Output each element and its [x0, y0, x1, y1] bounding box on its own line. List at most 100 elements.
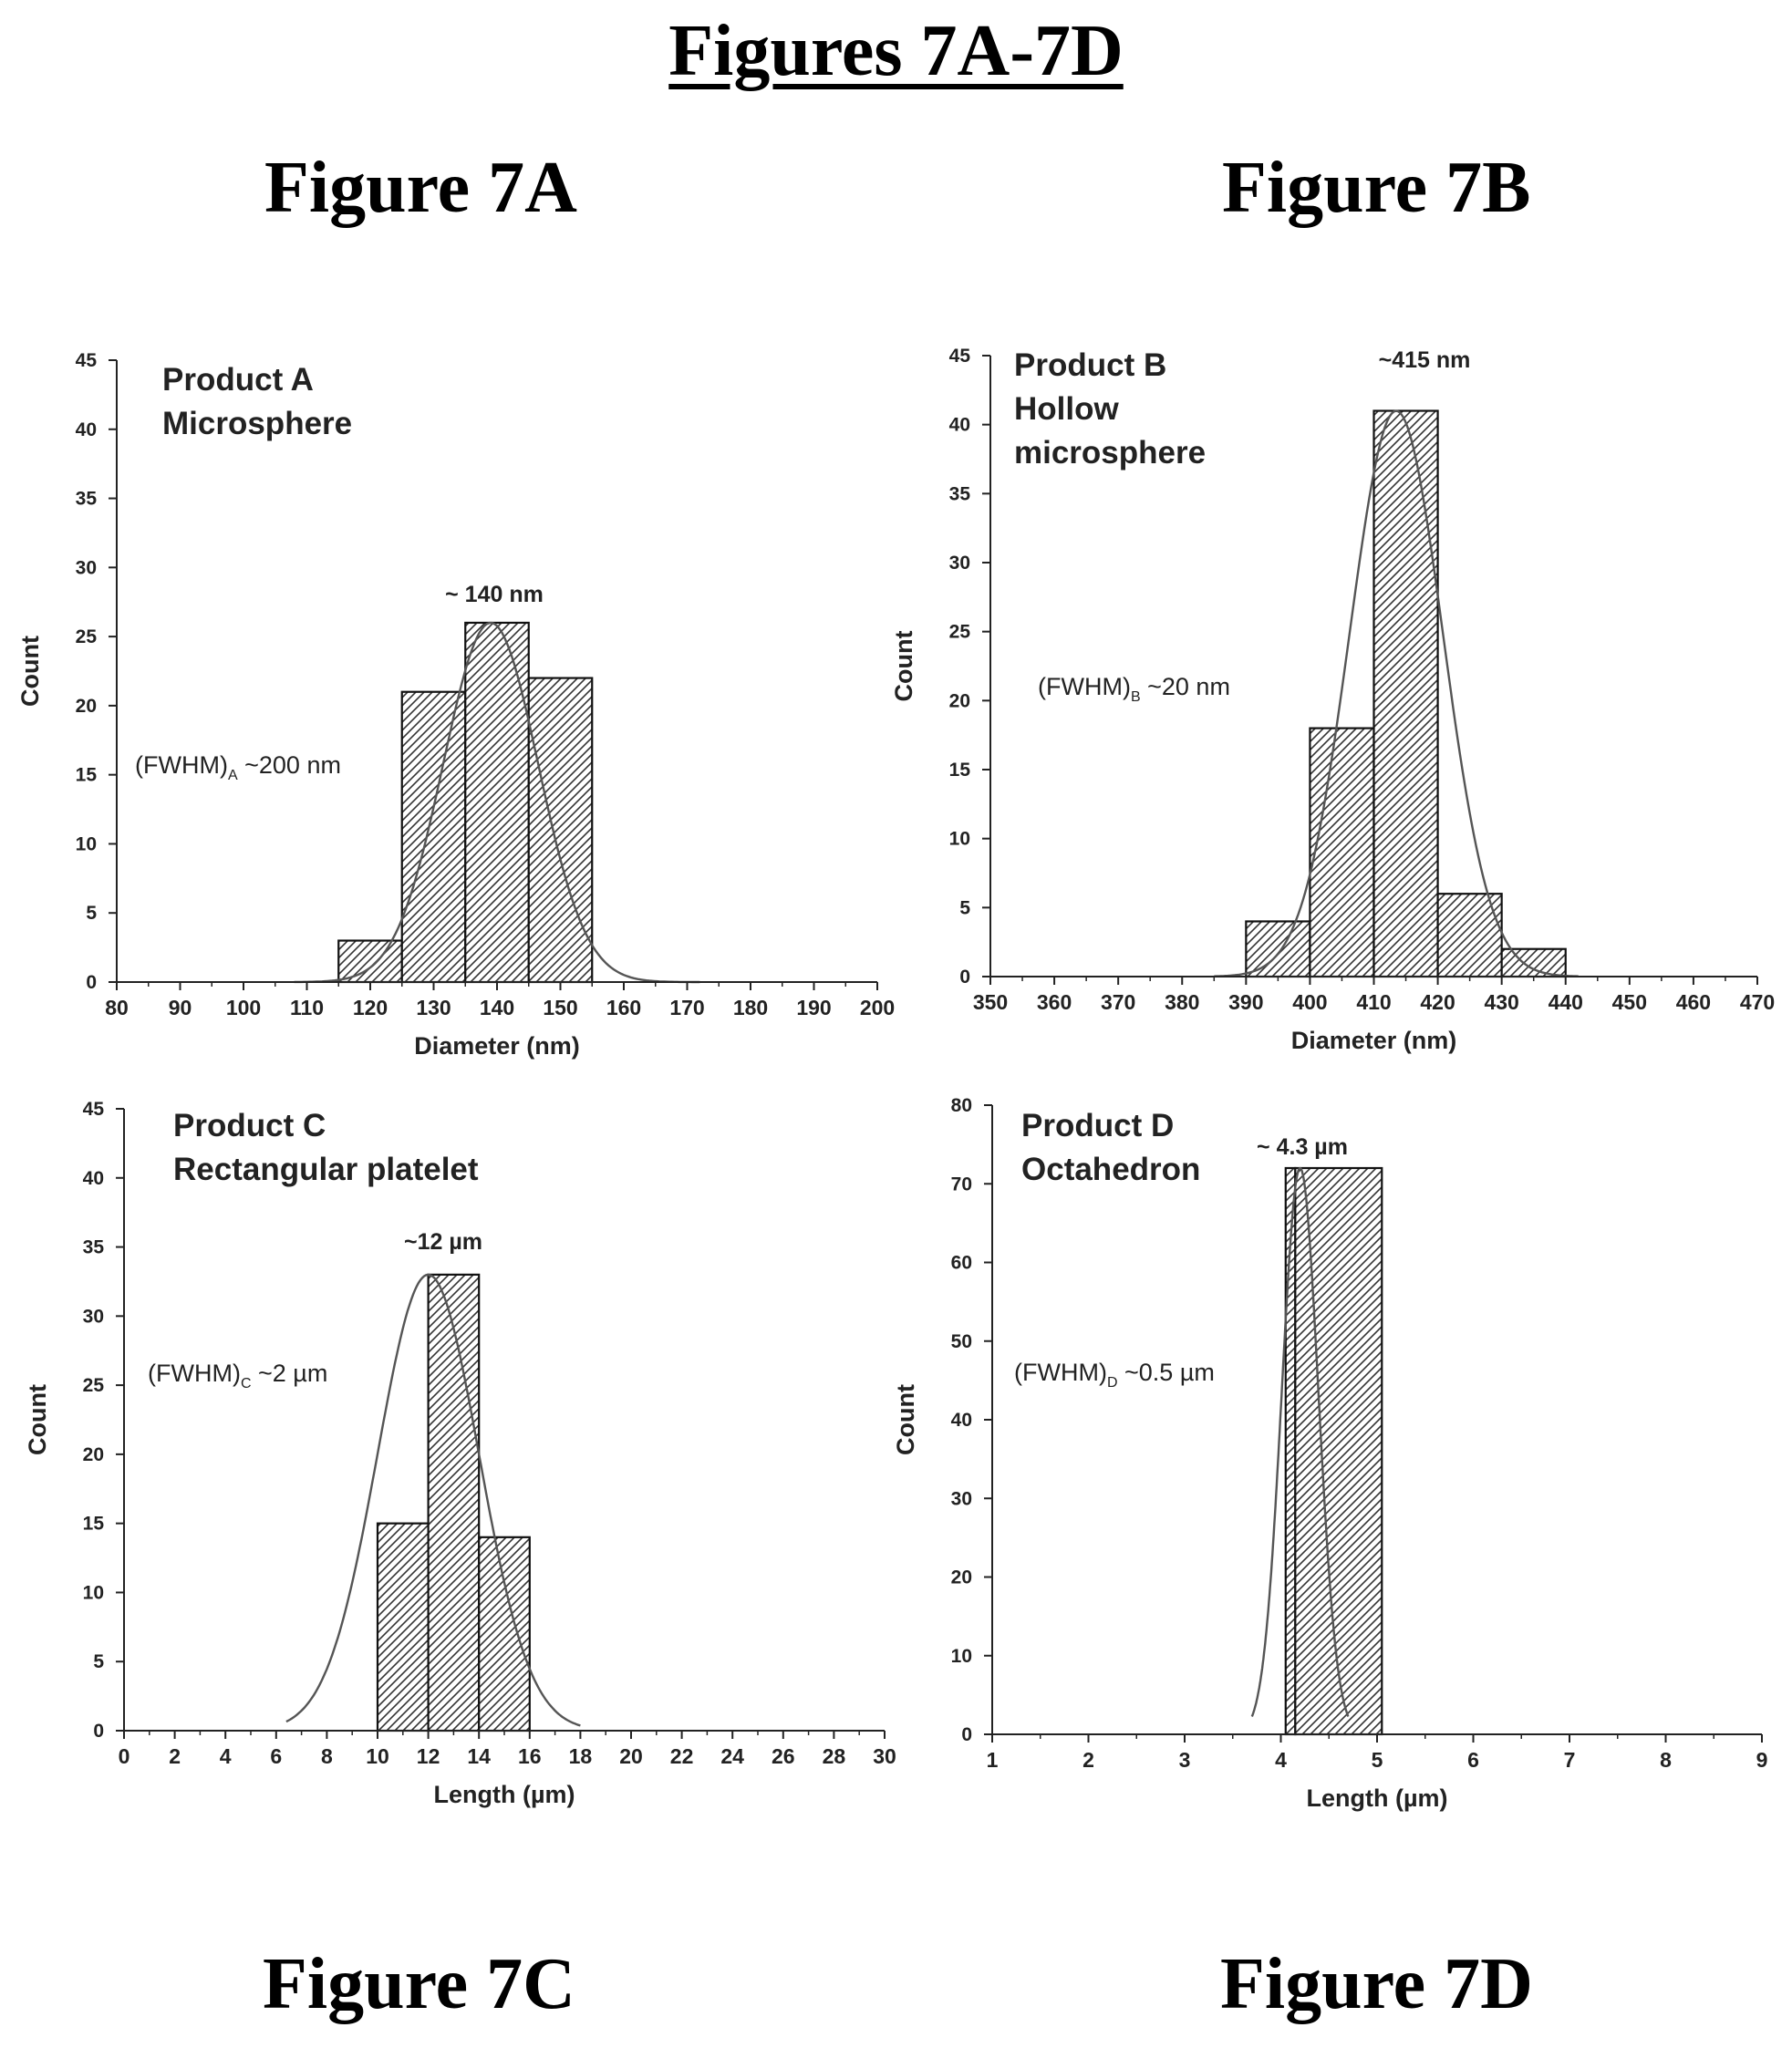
y-tick-label: 60 [951, 1253, 972, 1274]
x-tick-label: 360 [1037, 990, 1072, 1014]
x-tick-label: 110 [290, 996, 324, 1019]
x-tick-label: 7 [1564, 1748, 1576, 1772]
x-axis-label: Diameter (nm) [414, 1032, 580, 1060]
x-tick-label: 350 [973, 990, 1008, 1014]
product-annotation: Hollow [1014, 391, 1119, 427]
x-tick-label: 90 [169, 996, 192, 1019]
figure-caption-7d: Figure 7D [1220, 1944, 1533, 2024]
x-tick-label: 170 [669, 996, 704, 1019]
y-tick-label: 10 [76, 833, 97, 854]
y-tick-label: 40 [76, 419, 97, 440]
histogram-bar [1436, 893, 1503, 978]
y-tick-label: 30 [951, 1488, 972, 1509]
fwhm-subscript: B [1131, 689, 1141, 705]
product-annotation: microsphere [1014, 435, 1206, 471]
x-tick-label: 3 [1179, 1748, 1191, 1772]
product-annotation: Product C [173, 1108, 326, 1143]
chart-7C: 0 2 4 6 8 10 12 14 16 18 20 22 24 26 28 300510152025303… [24, 1099, 896, 1808]
y-tick-label: 30 [83, 1306, 104, 1327]
x-tick-label: 4 [220, 1744, 232, 1768]
x-tick-label: 5 [1372, 1748, 1383, 1772]
x-tick-label: 9 [1756, 1748, 1768, 1772]
histogram-bar [527, 677, 594, 984]
x-axis-label: Length (µm) [1306, 1784, 1447, 1812]
histogram-bar [1309, 727, 1375, 978]
x-tick-label: 370 [1101, 990, 1135, 1014]
x-tick-label: 400 [1292, 990, 1327, 1014]
y-tick-label: 35 [949, 483, 971, 504]
y-tick-label: 35 [76, 489, 98, 510]
fwhm-value: ~0.5 µm [1118, 1359, 1215, 1386]
gaussian-fit-curve [1250, 1166, 1350, 1717]
y-tick-label: 5 [86, 903, 97, 924]
figure-caption-7c: Figure 7C [263, 1944, 575, 2024]
fwhm-label: (FWHM)A ~200 nm [135, 751, 341, 783]
chart-7B: 350 360 370 380 390 400 410 420 430 440 450 460 470 0… [890, 346, 1775, 1054]
y-tick-label: 20 [83, 1444, 104, 1465]
figure-caption-7a: Figure 7A [264, 148, 577, 228]
y-tick-label: 45 [83, 1099, 105, 1120]
y-tick-label: 30 [949, 553, 970, 574]
x-tick-label: 2 [169, 1744, 181, 1768]
gaussian-fit-curve [285, 1273, 581, 1727]
histogram-bar [1500, 947, 1567, 978]
y-axis-label: Count [24, 1384, 51, 1455]
x-tick-label: 12 [417, 1744, 440, 1768]
x-tick-label: 6 [1467, 1748, 1479, 1772]
x-tick-label: 470 [1740, 990, 1775, 1014]
y-tick-label: 45 [76, 350, 98, 371]
y-tick-label: 40 [951, 1410, 972, 1431]
y-tick-label: 5 [959, 897, 970, 918]
y-axis-label: Count [890, 631, 917, 702]
product-annotation: Rectangular platelet [173, 1152, 479, 1187]
fwhm-subscript: C [241, 1376, 252, 1391]
x-tick-label: 0 [119, 1744, 130, 1768]
x-tick-label: 28 [823, 1744, 846, 1768]
fwhm-main: (FWHM) [1038, 673, 1131, 700]
y-tick-label: 5 [93, 1651, 104, 1672]
chart-7A: 80 90 100 110 120 130 140 150 160 170 180 190 200 0 5 1… [16, 350, 895, 1060]
x-tick-label: 18 [569, 1744, 593, 1768]
y-tick-label: 25 [83, 1375, 105, 1396]
x-tick-label: 440 [1549, 990, 1583, 1014]
y-tick-label: 35 [83, 1237, 105, 1258]
histogram-bar [1372, 409, 1439, 978]
y-tick-label: 15 [83, 1514, 105, 1535]
x-tick-label: 420 [1420, 990, 1455, 1014]
fwhm-label: (FWHM)D ~0.5 µm [1014, 1359, 1215, 1391]
gaussian-fit-curve [1214, 409, 1579, 977]
y-tick-label: 50 [951, 1331, 972, 1352]
fwhm-subscript: D [1107, 1375, 1118, 1391]
y-tick-label: 20 [951, 1567, 972, 1588]
y-axis-label: Count [892, 1384, 919, 1455]
x-tick-label: 450 [1612, 990, 1647, 1014]
x-axis-label: Diameter (nm) [1291, 1027, 1457, 1054]
x-tick-label: 80 [105, 996, 129, 1019]
y-tick-label: 45 [949, 346, 971, 367]
fwhm-label: (FWHM)C ~2 µm [148, 1360, 327, 1391]
histogram-bar [1245, 920, 1311, 978]
x-tick-label: 2 [1082, 1748, 1094, 1772]
histogram-bar [400, 690, 467, 984]
fwhm-value: ~2 µm [252, 1360, 328, 1387]
peak-label: ~ 4.3 µm [1257, 1134, 1348, 1160]
y-tick-label: 80 [951, 1095, 972, 1116]
y-tick-label: 25 [76, 626, 98, 647]
x-axis-label: Length (µm) [433, 1781, 575, 1808]
y-tick-label: 40 [83, 1168, 104, 1189]
x-tick-label: 100 [226, 996, 261, 1019]
y-tick-label: 0 [93, 1721, 104, 1742]
gaussian-fit-curve [294, 621, 700, 984]
peak-label: ~12 µm [404, 1229, 482, 1255]
y-tick-label: 30 [76, 557, 97, 578]
x-tick-label: 180 [733, 996, 768, 1019]
y-tick-label: 0 [86, 972, 97, 993]
y-tick-label: 10 [951, 1646, 972, 1667]
x-tick-label: 22 [670, 1744, 694, 1768]
x-tick-label: 140 [480, 996, 514, 1019]
x-tick-label: 190 [796, 996, 831, 1019]
x-tick-label: 430 [1484, 990, 1518, 1014]
y-tick-label: 10 [949, 829, 970, 850]
y-tick-label: 0 [961, 1724, 972, 1745]
